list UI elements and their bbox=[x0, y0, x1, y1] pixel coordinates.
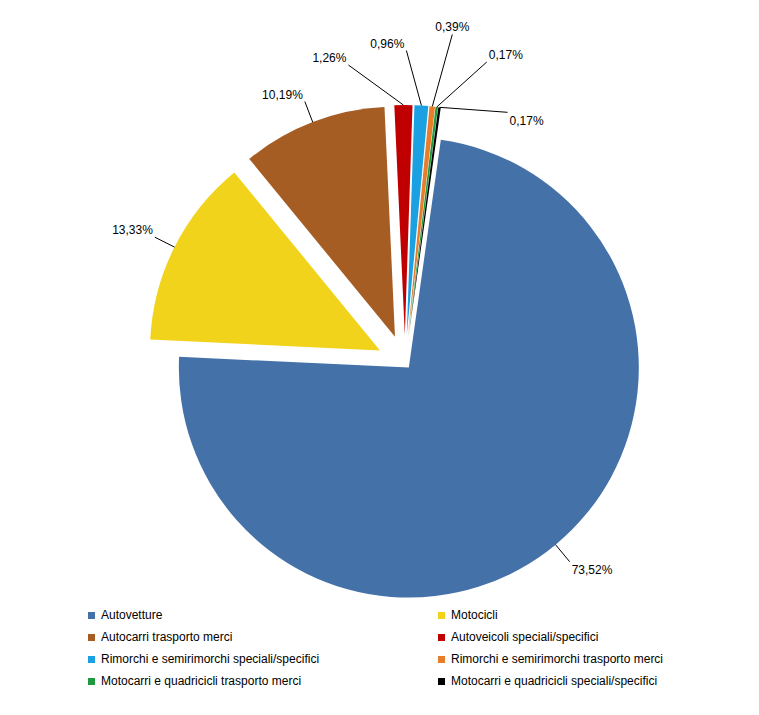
svg-text:73,52%: 73,52% bbox=[572, 563, 613, 577]
html-text:Autoveicoli speciali/specifici: Autoveicoli speciali/specifici bbox=[451, 630, 599, 644]
svg-text:1,26%: 1,26% bbox=[312, 51, 346, 65]
svg-text:0,96%: 0,96% bbox=[370, 37, 404, 51]
html-text:Autocarri trasporto merci: Autocarri trasporto merci bbox=[101, 630, 233, 644]
svg-text:0,17%: 0,17% bbox=[489, 48, 523, 62]
html-text:Motocarri e quadricicli specia: Motocarri e quadricicli speciali/specifi… bbox=[451, 674, 658, 688]
svg-text:0,39%: 0,39% bbox=[435, 20, 469, 34]
html-text:Motocicli: Motocicli bbox=[451, 608, 498, 622]
html-text:Motocarri e quadricicli traspo: Motocarri e quadricicli trasporto merci bbox=[101, 674, 302, 688]
html-text:Autovetture: Autovetture bbox=[101, 608, 163, 622]
svg-text:13,33%: 13,33% bbox=[112, 223, 153, 237]
svg-text:10,19%: 10,19% bbox=[262, 88, 303, 102]
html-text:Rimorchi e semirimorchi traspo: Rimorchi e semirimorchi trasporto merci bbox=[451, 652, 663, 666]
html-text:Rimorchi e semirimorchi specia: Rimorchi e semirimorchi speciali/specifi… bbox=[101, 652, 320, 666]
svg-text:0,17%: 0,17% bbox=[510, 114, 544, 128]
